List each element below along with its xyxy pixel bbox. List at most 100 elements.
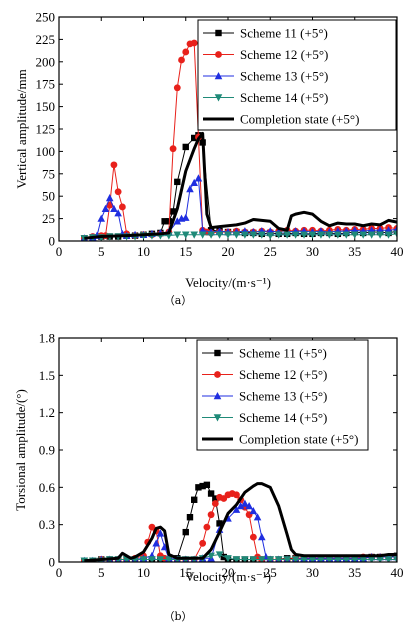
data-point xyxy=(393,230,397,238)
data-point xyxy=(181,231,190,239)
data-point xyxy=(173,84,181,92)
legend-marker xyxy=(215,51,222,58)
legend-label: Scheme 14 (+5°) xyxy=(239,410,327,425)
x-tick-label: 5 xyxy=(98,565,105,580)
x-tick-label: 25 xyxy=(264,244,277,259)
data-point xyxy=(393,556,397,562)
data-point xyxy=(186,185,194,193)
x-tick-label: 20 xyxy=(222,244,235,259)
legend-label: Scheme 12 (+5°) xyxy=(240,47,328,62)
x-tick-label: 30 xyxy=(306,565,319,580)
y-tick-label: 100 xyxy=(36,144,56,159)
data-point xyxy=(216,520,223,527)
y-tick-label: 0.6 xyxy=(39,480,56,495)
y-tick-label: 0 xyxy=(49,234,56,249)
data-point xyxy=(182,48,190,56)
legend-marker xyxy=(214,371,221,378)
data-point xyxy=(245,502,253,510)
legend-label: Scheme 13 (+5°) xyxy=(239,389,327,404)
x-tick-label: 30 xyxy=(306,244,319,259)
x-tick-label: 15 xyxy=(179,244,192,259)
data-point xyxy=(258,556,266,562)
data-point xyxy=(194,174,203,182)
data-point xyxy=(249,533,257,541)
data-point xyxy=(233,491,240,499)
data-point xyxy=(118,203,126,211)
data-point xyxy=(241,499,249,507)
x-tick-label: 20 xyxy=(222,565,235,580)
x-axis-label: Velocity/(m·s⁻¹) xyxy=(185,275,271,290)
data-point xyxy=(156,529,165,537)
legend: Scheme 11 (+5°) Scheme 12 (+5°) Scheme 13 … xyxy=(197,19,397,131)
data-point xyxy=(105,193,114,202)
data-point xyxy=(169,145,177,153)
series-2 xyxy=(80,490,397,562)
plot-area xyxy=(80,39,397,241)
data-point xyxy=(367,231,376,239)
legend-label: Scheme 11 (+5°) xyxy=(239,346,327,361)
legend-marker xyxy=(215,29,222,37)
y-axis-label: Vertical amplitude/mm xyxy=(14,69,29,189)
chart-panel-a: 0 5 10 15 20 25 30 35 40 0 25 50 75 100 125 150 175 200 22… xyxy=(14,10,404,308)
data-point xyxy=(165,218,173,225)
data-point xyxy=(367,556,376,562)
series-line xyxy=(84,131,397,240)
legend: Scheme 11 (+5°) Scheme 12 (+5°) Scheme 13 … xyxy=(196,339,369,451)
data-point xyxy=(266,232,275,240)
plot-frame xyxy=(58,337,398,563)
chart-panel-b: 0 5 10 15 20 25 30 35 40 0 0.3 0.6 0.9 1.2 1.5 1.8 Schem… xyxy=(13,331,404,624)
data-point xyxy=(139,556,148,562)
legend-marker xyxy=(214,349,221,357)
data-point xyxy=(199,482,206,490)
data-point xyxy=(384,231,393,239)
data-point xyxy=(342,231,351,239)
y-tick-label: 200 xyxy=(36,54,56,69)
data-point xyxy=(114,188,122,196)
data-point xyxy=(190,231,198,239)
data-point xyxy=(199,539,207,547)
data-point xyxy=(376,556,384,562)
data-point xyxy=(191,496,198,503)
y-axis-label: Torsional amplitude/(°) xyxy=(13,389,28,511)
data-point xyxy=(291,231,300,239)
data-point xyxy=(178,56,185,64)
data-point xyxy=(308,231,317,239)
series-line xyxy=(84,177,397,239)
y-tick-label: 250 xyxy=(36,10,56,25)
series-1 xyxy=(81,481,397,562)
data-point xyxy=(173,231,182,239)
data-point xyxy=(207,511,215,519)
data-point xyxy=(325,556,334,562)
data-point xyxy=(207,490,215,497)
data-point xyxy=(215,231,224,239)
legend-label: Completion state (+5°) xyxy=(239,432,358,447)
data-point xyxy=(359,556,367,562)
x-tick-label: 25 xyxy=(264,565,277,580)
data-point xyxy=(110,204,118,212)
data-point xyxy=(236,502,245,510)
y-tick-label: 1.2 xyxy=(39,405,55,420)
legend-marker xyxy=(213,414,222,422)
data-point xyxy=(207,231,215,239)
y-tick-label: 25 xyxy=(42,211,55,226)
data-point xyxy=(165,556,173,562)
data-point xyxy=(300,231,308,239)
data-point xyxy=(190,178,198,186)
data-point xyxy=(174,178,181,186)
data-point xyxy=(114,209,122,217)
data-point xyxy=(249,231,258,239)
y-tick-label: 175 xyxy=(36,77,56,92)
y-tick-label: 1.8 xyxy=(39,331,55,346)
data-point xyxy=(186,514,194,521)
data-point xyxy=(291,556,300,562)
data-point xyxy=(195,484,202,491)
data-point xyxy=(334,556,342,562)
data-point xyxy=(317,231,325,239)
data-point xyxy=(101,204,110,212)
data-point xyxy=(190,39,198,47)
data-point xyxy=(334,231,342,239)
data-point xyxy=(181,213,190,221)
x-axis-label: Velocity/(m·s⁻¹) xyxy=(185,569,271,584)
data-point xyxy=(274,556,283,562)
data-point xyxy=(182,143,189,151)
